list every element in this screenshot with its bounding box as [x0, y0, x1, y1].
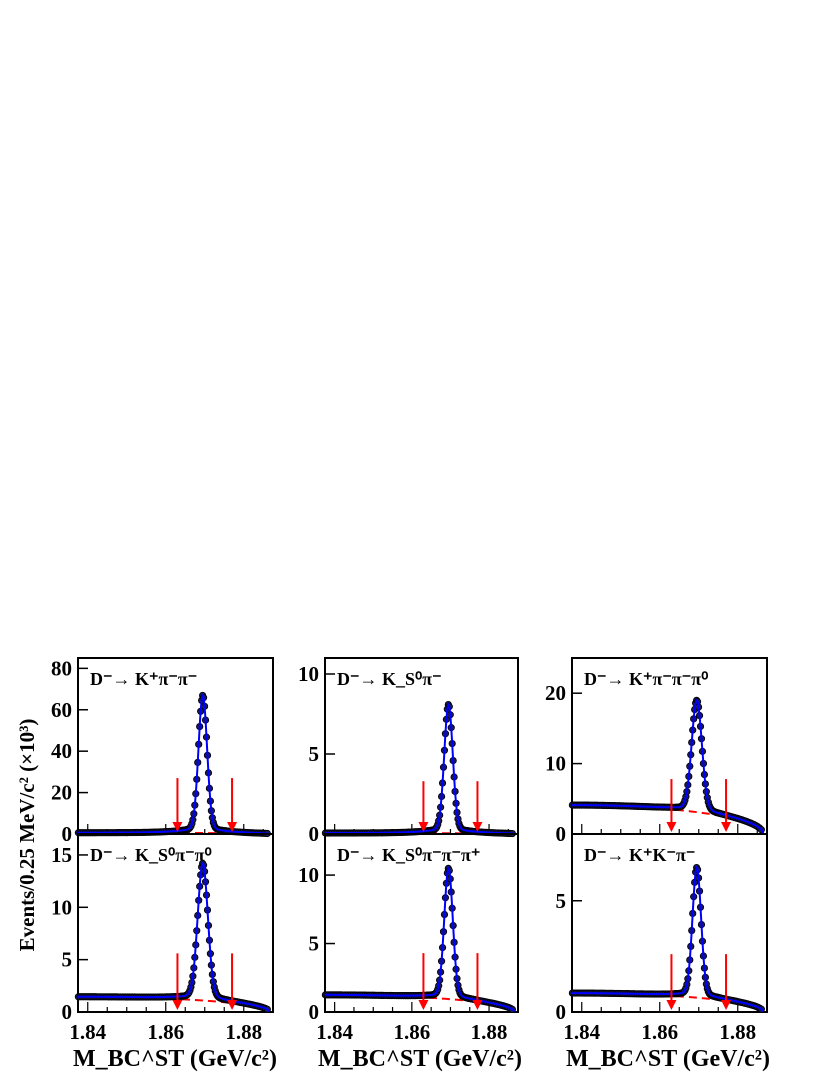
y-tick-label: 20 — [51, 781, 72, 805]
y-tick-label: 60 — [51, 698, 72, 722]
panel-3: 0 10 20 D⁻→ K⁺π⁻π⁻π⁰ — [545, 657, 768, 846]
arrow-head — [472, 822, 483, 832]
y-tick-label: 0 — [309, 822, 320, 846]
y-tick-label: 0 — [556, 1000, 567, 1024]
panel-1: 0 20 40 60 80 D⁻→ K⁺π⁻π⁻ — [51, 656, 274, 846]
y-tick-label: 5 — [556, 889, 567, 913]
y-tick-label: 10 — [51, 895, 72, 919]
arrow-head — [721, 822, 732, 832]
x-tick-label: 1.84 — [69, 1020, 106, 1044]
y-tick-label: 10 — [298, 863, 319, 887]
panel-title: D⁻→ K_S⁰π⁻ — [337, 669, 442, 689]
total-fit-curve — [572, 865, 765, 1013]
x-axis-label: M_BC^ST (GeV/c²) — [318, 1046, 522, 1072]
arrow-head — [666, 822, 677, 832]
arrow-head — [172, 822, 183, 832]
y-tick-label: 80 — [51, 656, 72, 680]
arrow-head — [172, 1000, 183, 1010]
panel-4: 0 5 10 15 1.84 1.86 1.88 D⁻→ K_S⁰π⁻π⁰ — [51, 833, 274, 1044]
total-fit-curve — [324, 866, 516, 1013]
x-tick-label: 1.84 — [316, 1020, 353, 1044]
y-axis-label: Events/0.25 MeV/c² (×10³) — [15, 719, 39, 952]
arrow-head — [227, 1000, 238, 1010]
panel-frame — [571, 833, 768, 1013]
x-tick-label: 1.86 — [147, 1020, 184, 1044]
y-tick-label: 0 — [309, 1000, 320, 1024]
y-tick-label: 0 — [556, 822, 567, 846]
x-tick-label: 1.88 — [471, 1020, 508, 1044]
panel-frame — [77, 833, 274, 1013]
panel-frame — [324, 833, 519, 1013]
y-tick-label: 10 — [298, 662, 319, 686]
panel-title: D⁻→ K⁺π⁻π⁻π⁰ — [584, 669, 708, 689]
y-tick-label: 0 — [62, 1000, 73, 1024]
arrow-head — [418, 1000, 429, 1010]
y-tick-label: 5 — [309, 932, 320, 956]
panel-6: 0 5 1.84 1.86 1.88 D⁻→ K⁺K⁻π⁻ — [556, 833, 768, 1044]
x-tick-label: 1.88 — [225, 1020, 262, 1044]
arrow-head — [418, 822, 429, 832]
total-fit-curve — [78, 861, 271, 1012]
y-tick-label: 0 — [62, 822, 73, 846]
arrow-head — [666, 1000, 677, 1010]
panel-title: D⁻→ K⁺K⁻π⁻ — [584, 845, 695, 865]
y-tick-label: 20 — [545, 681, 566, 705]
x-tick-label: 1.86 — [641, 1020, 678, 1044]
y-tick-label: 40 — [51, 739, 72, 763]
x-tick-label: 1.88 — [719, 1020, 756, 1044]
x-tick-label: 1.86 — [393, 1020, 430, 1044]
total-fit-curve — [78, 693, 270, 835]
y-tick-label: 5 — [62, 948, 73, 972]
panel-title: D⁻→ K_S⁰π⁻π⁻π⁺ — [337, 845, 480, 865]
x-tick-label: 1.84 — [563, 1020, 600, 1044]
y-tick-label: 10 — [545, 752, 566, 776]
total-fit-curve — [325, 702, 515, 835]
panel-5: 0 5 10 1.84 1.86 1.88 D⁻→ K_S⁰π⁻π⁻π⁺ — [298, 833, 519, 1044]
y-tick-label: 5 — [309, 742, 320, 766]
panel-2: 0 5 10 D⁻→ K_S⁰π⁻ — [298, 657, 519, 846]
arrow-head — [721, 1000, 732, 1010]
y-tick-label: 15 — [51, 843, 72, 867]
arrow-head — [472, 1000, 483, 1010]
x-axis-label: M_BC^ST (GeV/c²) — [566, 1046, 770, 1072]
panel-title: D⁻→ K⁺π⁻π⁻ — [90, 669, 197, 689]
arrow-head — [227, 822, 238, 832]
x-axis-label: M_BC^ST (GeV/c²) — [73, 1046, 277, 1072]
panel-title: D⁻→ K_S⁰π⁻π⁰ — [90, 845, 212, 865]
total-fit-curve — [571, 698, 765, 834]
